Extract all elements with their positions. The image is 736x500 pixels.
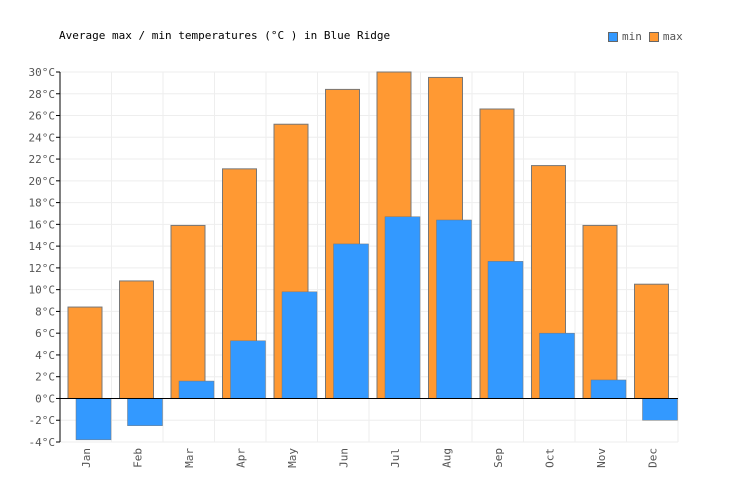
bar-min-may bbox=[281, 291, 318, 399]
y-tick-label: -2°C bbox=[29, 414, 56, 427]
y-tick-label: 6°C bbox=[35, 327, 55, 340]
y-tick-label: 12°C bbox=[29, 262, 56, 275]
bar-min-aug bbox=[436, 219, 472, 399]
y-tick-label: 20°C bbox=[29, 175, 56, 188]
bar-min-jul bbox=[384, 216, 421, 399]
bar-min-feb bbox=[127, 398, 163, 426]
y-tick-label: 16°C bbox=[29, 218, 56, 231]
legend: min max bbox=[608, 30, 683, 43]
bar-min-apr bbox=[230, 340, 266, 399]
y-tick-label: 22°C bbox=[29, 153, 56, 166]
bar-max-dec bbox=[634, 283, 669, 399]
x-tick-label: Mar bbox=[183, 448, 196, 468]
x-tick-label: Dec bbox=[646, 448, 659, 468]
bar-max-nov bbox=[582, 224, 618, 399]
bar-max-mar bbox=[170, 224, 206, 399]
bar-min-sep bbox=[487, 261, 524, 399]
y-tick-label: 18°C bbox=[29, 197, 56, 210]
legend-label-max: max bbox=[662, 30, 683, 43]
y-tick-label: 28°C bbox=[29, 88, 56, 101]
x-tick-label: Feb bbox=[131, 448, 144, 468]
x-tick-label: May bbox=[286, 448, 299, 468]
bar-min-jan bbox=[75, 398, 112, 441]
x-tick-label: Oct bbox=[543, 448, 556, 468]
x-tick-label: Aug bbox=[440, 448, 453, 468]
y-tick-label: 26°C bbox=[29, 110, 56, 123]
bar-max-feb bbox=[119, 280, 154, 399]
y-tick-label: 2°C bbox=[35, 371, 55, 384]
y-tick-label: 14°C bbox=[29, 240, 56, 253]
y-tick-label: -4°C bbox=[29, 436, 56, 449]
y-tick-label: 24°C bbox=[29, 131, 56, 144]
y-tick-label: 0°C bbox=[35, 392, 55, 405]
x-tick-label: Jul bbox=[389, 448, 402, 468]
y-tick-label: 10°C bbox=[29, 284, 56, 297]
x-tick-label: Nov bbox=[595, 448, 608, 468]
bar-min-jun bbox=[333, 243, 369, 399]
legend-swatch-max bbox=[648, 31, 659, 42]
x-tick-label: Sep bbox=[492, 448, 505, 468]
bar-min-nov bbox=[590, 379, 627, 399]
x-tick-label: Jan bbox=[80, 448, 93, 468]
bar-min-oct bbox=[539, 332, 575, 399]
y-tick-label: 30°C bbox=[29, 66, 56, 79]
legend-label-min: min bbox=[622, 30, 642, 43]
y-tick-label: 8°C bbox=[35, 305, 55, 318]
x-tick-label: Jun bbox=[337, 448, 350, 468]
y-tick-label: 4°C bbox=[35, 349, 55, 362]
legend-swatch-min bbox=[608, 31, 618, 42]
x-tick-label: Apr bbox=[234, 448, 247, 468]
bar-min-mar bbox=[178, 380, 215, 399]
bar-min-dec bbox=[642, 398, 678, 421]
bar-max-jan bbox=[67, 306, 103, 399]
chart-title: Average max / min temperatures (°C ) in … bbox=[59, 29, 391, 42]
